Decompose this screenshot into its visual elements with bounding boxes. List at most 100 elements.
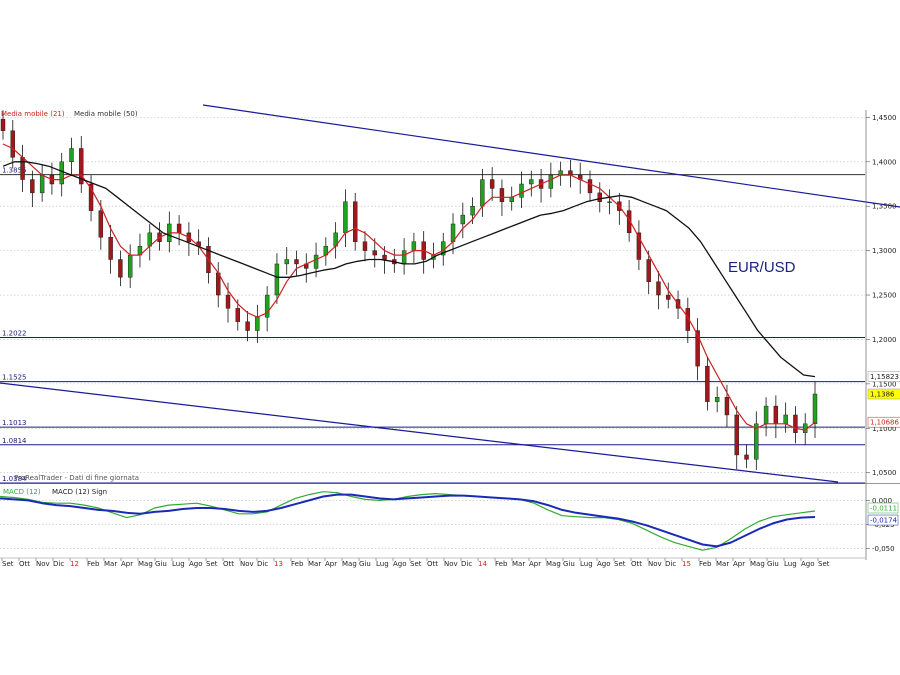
candle [597, 182, 602, 213]
source-note: ProRealTrader - Dati di fine giornata [14, 474, 139, 482]
date-axis: Set Ott Nov Dic 12 Feb Mar Apr Mag Giu Lug Ago Set Ot… [0, 557, 865, 568]
price-tag-label: 1,10686 [870, 419, 899, 427]
date-tick-label: Lug [784, 560, 797, 568]
candle [695, 318, 700, 381]
candle [20, 144, 25, 192]
candle [352, 192, 358, 251]
ma21-line [2, 143, 816, 431]
date-tick-label: Lug [580, 560, 593, 568]
moving-averages [2, 143, 816, 431]
price-axis: 1,4500 1,4000 1,3500 1,3000 1,2500 1,2000 1,15… [865, 110, 897, 560]
date-tick-label: Lug [172, 560, 185, 568]
level-label: 1.1013 [2, 419, 27, 427]
lower-trendline [0, 382, 839, 483]
candle [216, 262, 221, 308]
date-tick-label: 14 [478, 560, 487, 568]
date-tick-label: Mar [308, 560, 321, 568]
candle-body [264, 294, 270, 318]
date-tick-label: Nov [648, 560, 662, 568]
date-tick-label: Ott [631, 560, 642, 568]
candle [578, 162, 583, 194]
candle-body [401, 250, 407, 265]
candle-body [812, 393, 818, 425]
candle-body [685, 308, 691, 331]
candle [118, 250, 123, 287]
candle-body [108, 237, 113, 260]
candle [460, 202, 466, 239]
date-tick-label: Set [614, 560, 626, 568]
candle [705, 357, 710, 411]
candle-body [255, 317, 260, 331]
date-tick-label: Giu [767, 560, 779, 568]
candle-body [714, 396, 720, 402]
date-tick-label: 13 [274, 560, 283, 568]
candle-body [274, 263, 280, 296]
price-tick-label: 1,1000 [872, 425, 897, 433]
candle [626, 199, 632, 242]
candle [509, 186, 514, 211]
candle [401, 238, 407, 275]
date-tick-label: Set [206, 560, 218, 568]
candle [333, 222, 338, 259]
macd-tag: -0,0111 [867, 502, 899, 514]
candle [793, 406, 798, 444]
candle [666, 282, 671, 309]
candle-body [372, 250, 377, 256]
candle-body [362, 241, 368, 251]
candle [607, 189, 612, 215]
candle-body [705, 365, 710, 402]
candle-body [352, 201, 358, 242]
candle-body [695, 330, 700, 367]
candle [30, 170, 35, 208]
candle-body [20, 157, 25, 180]
candle [284, 247, 289, 275]
price-tick-label: 1,1500 [872, 380, 897, 388]
candle [245, 311, 250, 342]
price-tag-label: 1,15823 [870, 373, 899, 381]
candle [411, 232, 417, 264]
level-label: 1.0814 [2, 437, 27, 445]
date-tick-label: Nov [240, 560, 254, 568]
candle [568, 160, 573, 188]
candle [264, 286, 270, 332]
date-tick-label: Ago [189, 560, 203, 568]
date-tick-label: Lug [376, 560, 389, 568]
main-grid [0, 117, 900, 484]
candle [294, 250, 299, 277]
candle-body [568, 170, 573, 176]
price-tag: 1,10686 [867, 416, 900, 428]
price-tick-label: 1,2500 [872, 292, 897, 300]
candle [754, 411, 759, 471]
candle [79, 136, 84, 193]
candle-body [499, 188, 505, 202]
macd-tag-box [867, 514, 899, 526]
candle [392, 248, 397, 273]
price-tag-label: 1,1386 [870, 390, 895, 398]
macd-tag: -0,0174 [867, 514, 899, 526]
date-tick-label: Set [818, 560, 830, 568]
candle [343, 189, 348, 248]
candles [0, 110, 818, 471]
macd-grid [0, 500, 865, 549]
macd-signal-line [0, 493, 816, 548]
upper-trendline [202, 104, 900, 208]
candle-body [793, 414, 798, 433]
macd-tag-label: -0,0174 [870, 517, 898, 525]
price-tag-box [867, 416, 900, 428]
date-tick-label: Ago [801, 560, 815, 568]
price-tick-label: 1,4500 [872, 114, 897, 122]
price-tick-label: 1,3000 [872, 247, 897, 255]
macd-line [0, 491, 816, 551]
macd-tick-label: 0,000 [872, 497, 892, 505]
candle [480, 168, 485, 217]
date-tick-label: Ott [427, 560, 438, 568]
candle [519, 171, 524, 208]
date-tick-label: Ago [393, 560, 407, 568]
macd-lines [0, 491, 816, 551]
candle [98, 199, 104, 250]
candle [39, 164, 45, 202]
level-label: 1.0384 [2, 475, 27, 483]
candle [196, 229, 201, 256]
candle-body [127, 254, 133, 278]
candle [489, 167, 495, 201]
